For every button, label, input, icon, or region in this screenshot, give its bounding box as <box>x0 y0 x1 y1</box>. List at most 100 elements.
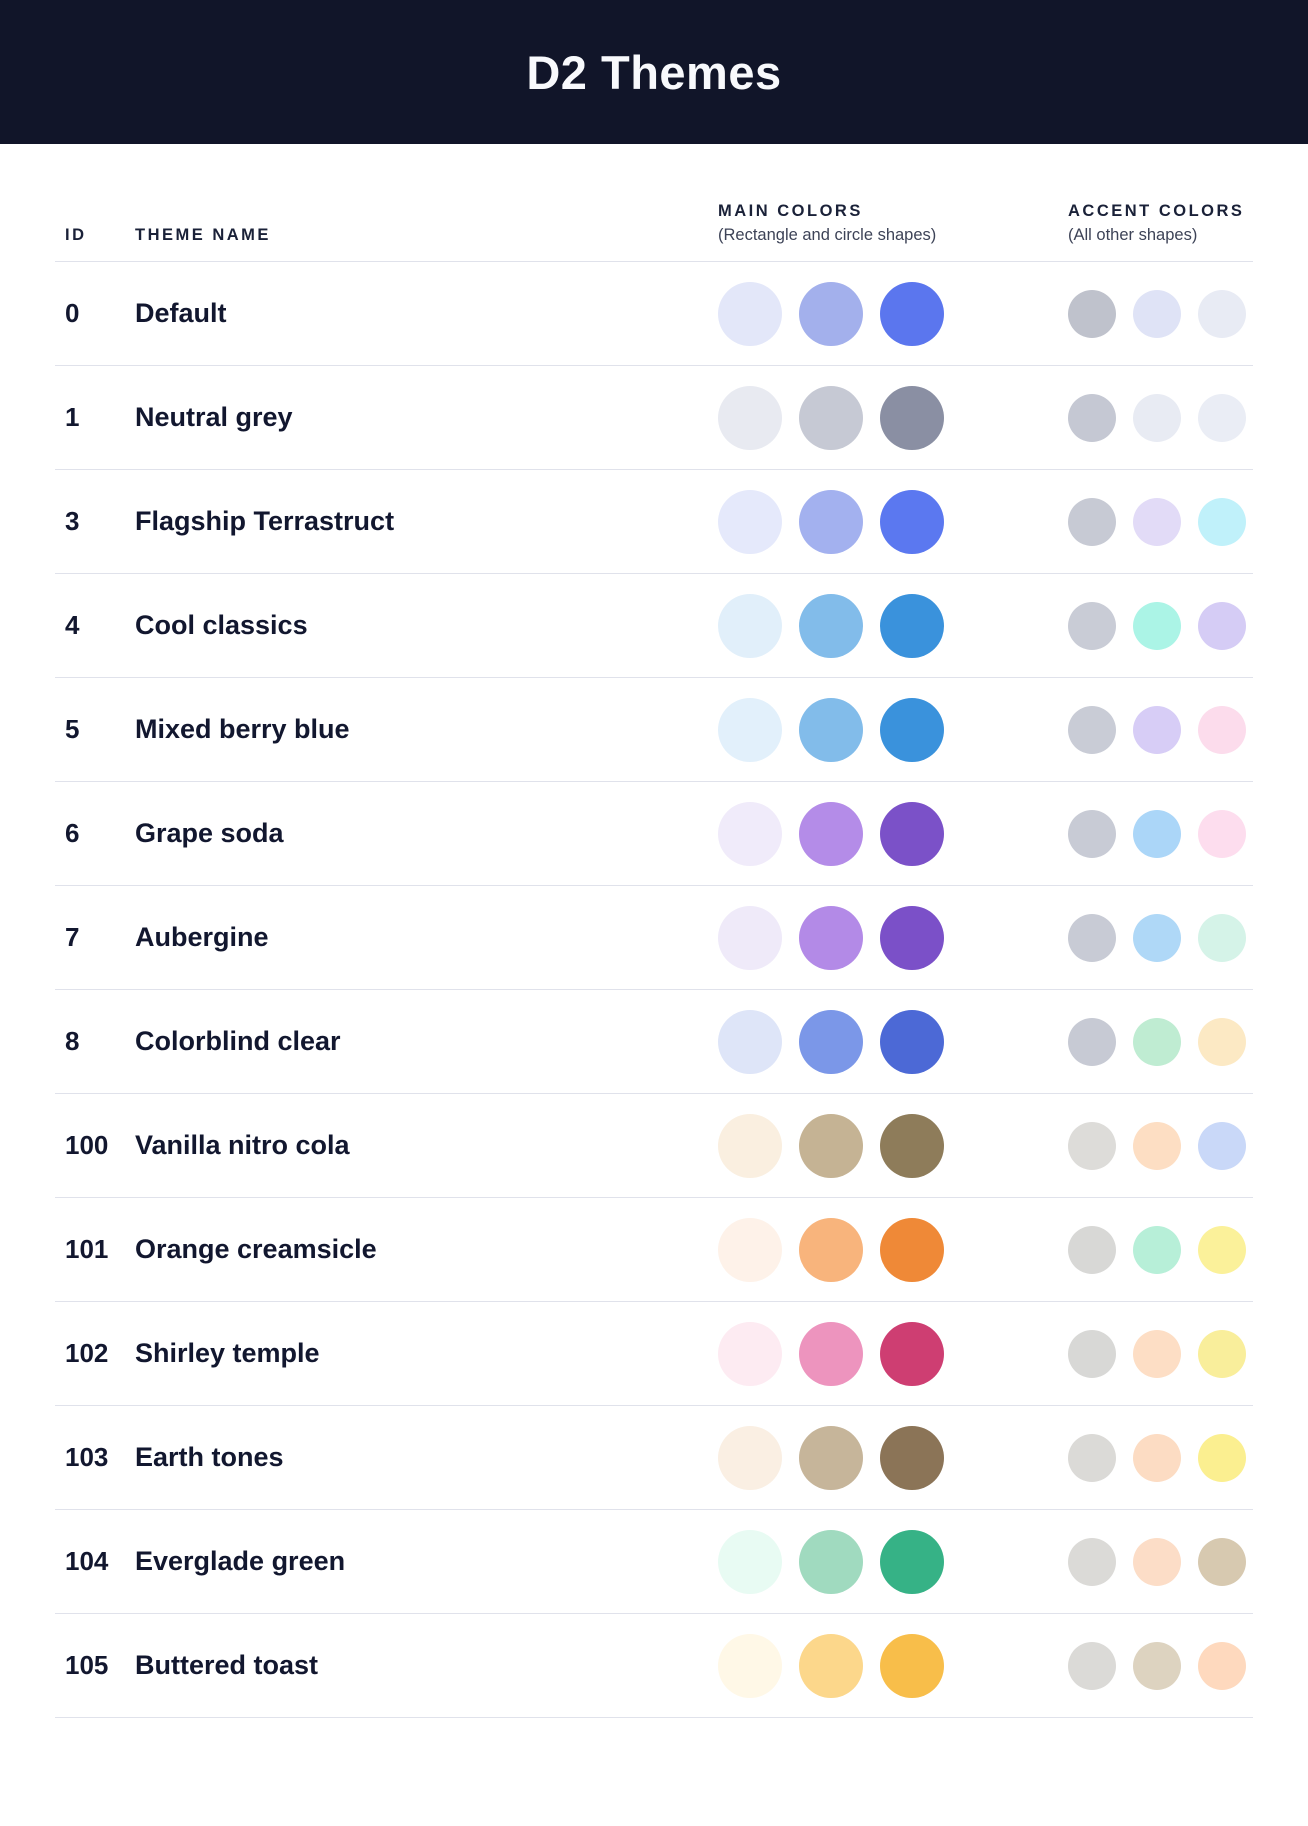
accent-colors-group <box>944 393 1253 442</box>
theme-name: Vanilla nitro cola <box>135 1130 350 1160</box>
accent-color-swatch <box>1198 393 1246 442</box>
main-color-swatch <box>799 1113 863 1178</box>
main-color-swatch <box>799 697 863 762</box>
theme-id: 103 <box>65 1442 109 1472</box>
accent-colors-group <box>944 913 1253 962</box>
table-row: 4 Cool classics <box>55 574 1253 678</box>
theme-name: Shirley temple <box>135 1338 320 1368</box>
table-row: 8 Colorblind clear <box>55 990 1253 1094</box>
accent-color-swatch <box>1068 393 1116 442</box>
main-colors-label: MAIN COLORS <box>718 202 863 220</box>
accent-color-swatch <box>1068 289 1116 338</box>
accent-color-swatch <box>1068 1329 1116 1378</box>
theme-id: 3 <box>65 506 80 536</box>
main-color-swatch <box>799 1633 863 1698</box>
main-colors-group <box>718 801 944 866</box>
theme-id: 6 <box>65 818 80 848</box>
main-color-swatch <box>799 281 863 346</box>
column-header-theme-name: THEME NAME <box>135 226 271 244</box>
main-color-swatch <box>718 1321 782 1386</box>
theme-id: 1 <box>65 402 80 432</box>
main-colors-group <box>718 1321 944 1386</box>
table-row: 100 Vanilla nitro cola <box>55 1094 1253 1198</box>
accent-color-swatch <box>1198 809 1246 858</box>
main-color-swatch <box>880 905 944 970</box>
main-color-swatch <box>880 1217 944 1282</box>
accent-color-swatch <box>1133 1433 1181 1482</box>
main-color-swatch <box>718 385 782 450</box>
accent-colors-group <box>944 289 1253 338</box>
main-color-swatch <box>718 593 782 658</box>
accent-colors-group <box>944 1329 1253 1378</box>
accent-colors-label: ACCENT COLORS <box>1068 202 1245 220</box>
table-row: 102 Shirley temple <box>55 1302 1253 1406</box>
main-colors-group <box>718 1217 944 1282</box>
main-colors-group <box>718 697 944 762</box>
main-color-swatch <box>799 1009 863 1074</box>
accent-color-swatch <box>1133 497 1181 546</box>
accent-color-swatch <box>1068 1017 1116 1066</box>
main-colors-group <box>718 1633 944 1698</box>
theme-name: Orange creamsicle <box>135 1234 377 1264</box>
main-color-swatch <box>799 905 863 970</box>
accent-color-swatch <box>1198 1329 1246 1378</box>
main-color-swatch <box>799 1217 863 1282</box>
table-row: 101 Orange creamsicle <box>55 1198 1253 1302</box>
accent-colors-group <box>944 497 1253 546</box>
theme-id: 101 <box>65 1234 109 1264</box>
main-color-swatch <box>718 1633 782 1698</box>
accent-color-swatch <box>1198 497 1246 546</box>
main-color-swatch <box>718 905 782 970</box>
main-color-swatch <box>799 593 863 658</box>
accent-colors-group <box>944 809 1253 858</box>
accent-color-swatch <box>1068 1433 1116 1482</box>
main-colors-sublabel: (Rectangle and circle shapes) <box>718 226 937 244</box>
accent-color-swatch <box>1198 289 1246 338</box>
accent-colors-group <box>944 1537 1253 1586</box>
main-color-swatch <box>799 385 863 450</box>
main-color-swatch <box>799 1529 863 1594</box>
main-color-swatch <box>799 801 863 866</box>
main-colors-group <box>718 1425 944 1490</box>
accent-color-swatch <box>1133 1641 1181 1690</box>
page-header: D2 Themes <box>0 0 1308 144</box>
main-colors-group <box>718 385 944 450</box>
column-header-accent-colors: ACCENT COLORS (All other shapes) <box>944 202 1253 245</box>
main-color-swatch <box>880 1425 944 1490</box>
accent-colors-group <box>944 1225 1253 1274</box>
main-color-swatch <box>799 489 863 554</box>
accent-color-swatch <box>1198 1017 1246 1066</box>
accent-color-swatch <box>1133 705 1181 754</box>
main-colors-group <box>718 281 944 346</box>
accent-colors-group <box>944 1017 1253 1066</box>
theme-name: Mixed berry blue <box>135 714 350 744</box>
main-color-swatch <box>880 801 944 866</box>
table-row: 105 Buttered toast <box>55 1614 1253 1718</box>
main-color-swatch <box>718 1217 782 1282</box>
main-color-swatch <box>880 593 944 658</box>
theme-id: 102 <box>65 1338 109 1368</box>
main-color-swatch <box>718 1529 782 1594</box>
themes-table: ID THEME NAME MAIN COLORS (Rectangle and… <box>55 144 1253 1718</box>
table-row: 6 Grape soda <box>55 782 1253 886</box>
main-color-swatch <box>880 385 944 450</box>
theme-id: 105 <box>65 1650 109 1680</box>
theme-id: 4 <box>65 610 80 640</box>
accent-color-swatch <box>1068 1641 1116 1690</box>
main-color-swatch <box>880 697 944 762</box>
accent-colors-group <box>944 1121 1253 1170</box>
accent-color-swatch <box>1068 497 1116 546</box>
main-color-swatch <box>718 801 782 866</box>
table-header-row: ID THEME NAME MAIN COLORS (Rectangle and… <box>55 144 1253 262</box>
theme-id: 7 <box>65 922 80 952</box>
main-color-swatch <box>718 489 782 554</box>
column-header-main-colors: MAIN COLORS (Rectangle and circle shapes… <box>718 202 944 245</box>
column-header-id: ID <box>65 226 87 244</box>
theme-name: Flagship Terrastruct <box>135 506 395 536</box>
main-color-swatch <box>718 1009 782 1074</box>
main-color-swatch <box>880 281 944 346</box>
theme-name: Grape soda <box>135 818 284 848</box>
theme-name: Everglade green <box>135 1546 346 1576</box>
main-color-swatch <box>718 697 782 762</box>
main-color-swatch <box>880 1113 944 1178</box>
